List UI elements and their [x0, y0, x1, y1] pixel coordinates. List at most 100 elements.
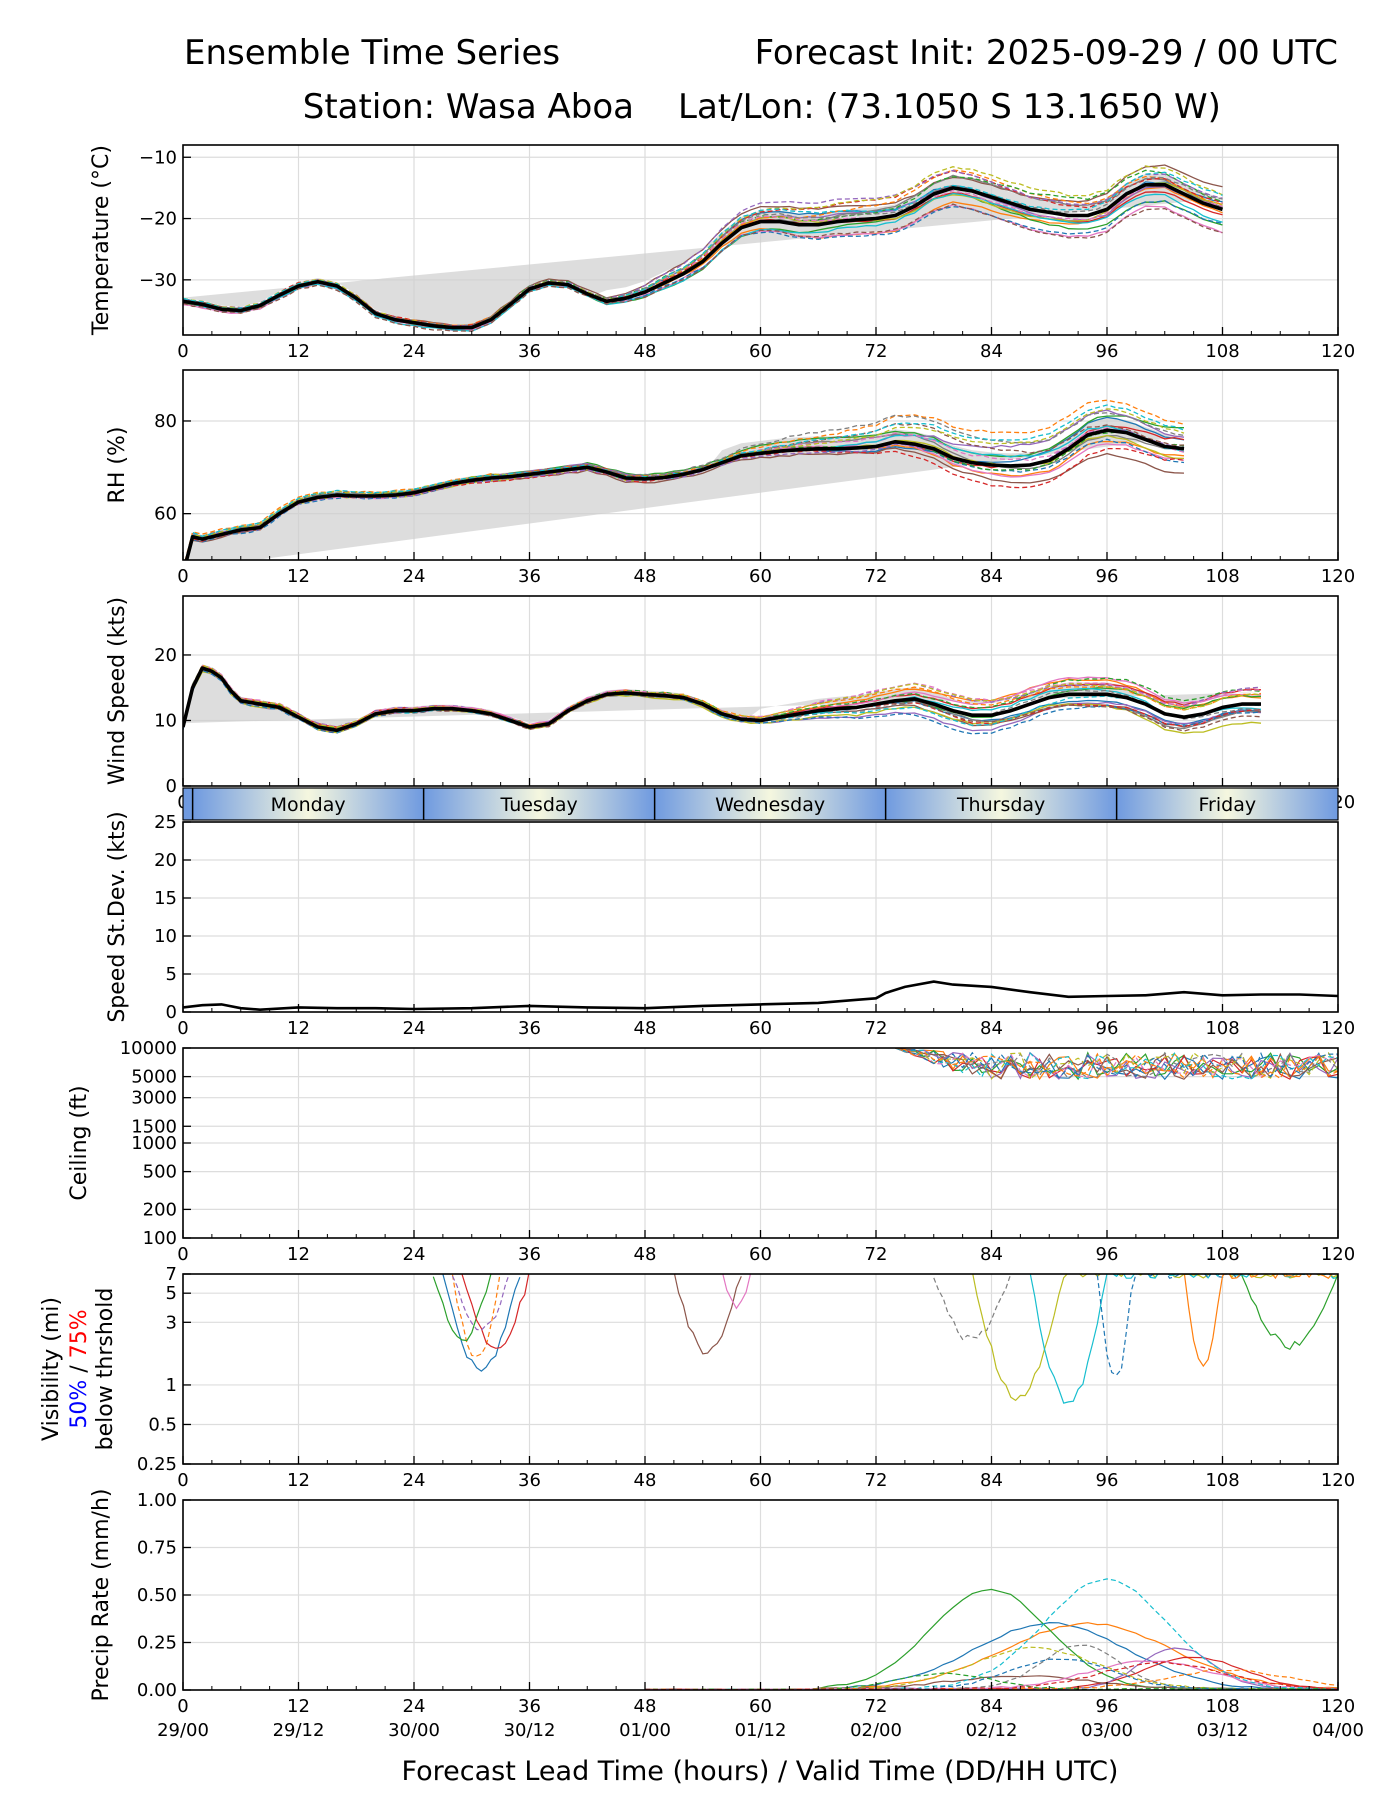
y-tick-label: 1.00: [137, 1490, 177, 1511]
x-tick-label: 84: [980, 1470, 1003, 1491]
panel-speed_stdev: 0 5 10 15 20 25 0 12 24 36 48 60 72 84 96 108 120 Speed S…: [105, 811, 1355, 1039]
ensemble-member-line: [183, 176, 1223, 328]
day-segment: [423, 788, 655, 820]
x-tick-label: 72: [865, 1018, 888, 1039]
x-tick-label: 72: [865, 1696, 888, 1717]
x-axis-label: Forecast Lead Time (hours) / Valid Time …: [402, 1756, 1119, 1787]
figure-title-left: Ensemble Time Series: [184, 33, 560, 73]
x-tick-label: 72: [865, 1470, 888, 1491]
x-tick-label: 72: [865, 1244, 888, 1265]
valid-time-label: 29/00: [157, 1720, 209, 1741]
y-tick-label: 0.00: [137, 1680, 177, 1701]
x-tick-label: 120: [1321, 566, 1355, 587]
x-tick-label: 96: [1096, 1470, 1119, 1491]
panel-precip_rate: 0.00 0.25 0.50 0.75 1.00 0 12 24 36 48 60 72 84 96 108…: [89, 1489, 1364, 1741]
y-tick-label: 7: [166, 1264, 177, 1285]
ensemble-mean-line: [183, 183, 1224, 330]
y-axis-label: Temperature (°C): [89, 145, 114, 336]
y-tick-label: 20: [154, 645, 177, 666]
visibility-member-line: [461, 1274, 530, 1349]
x-tick-label: 60: [749, 566, 772, 587]
y-tick-label: 10: [154, 926, 177, 947]
y-tick-label: −30: [139, 270, 177, 291]
ensemble-member-line: [185, 412, 1185, 560]
panel-visibility: 0.25 0.5 1 3 57 0 12 24 36 48 60 72 84 96 108 120 Visibi…: [39, 1264, 1355, 1491]
x-tick-label: 60: [749, 1470, 772, 1491]
y-tick-label: 5: [166, 1283, 177, 1304]
x-tick-label: 96: [1096, 1018, 1119, 1039]
x-tick-label: 60: [749, 1696, 772, 1717]
threshold-legend: 50% / 75%: [67, 1309, 92, 1428]
ensemble-member-line: [183, 169, 1223, 326]
y-axis-label: Ceiling (ft): [67, 1085, 92, 1200]
y-tick-label: 80: [154, 411, 177, 432]
threshold-legend-tail: below thrshold: [93, 1288, 118, 1451]
day-segment: [654, 788, 886, 820]
x-tick-label: 48: [634, 1696, 657, 1717]
x-tick-label: 96: [1096, 1244, 1119, 1265]
x-tick-label: 12: [287, 1696, 310, 1717]
x-tick-label: 108: [1205, 341, 1239, 362]
x-tick-label: 36: [518, 1696, 541, 1717]
x-tick-label: 48: [634, 341, 657, 362]
x-tick-label: 72: [865, 341, 888, 362]
day-label: Monday: [271, 794, 346, 816]
ceiling-member-line: [895, 1048, 1338, 1080]
day-band-frame: [182, 787, 1339, 821]
x-tick-label: 24: [403, 1244, 426, 1265]
x-tick-label: 48: [634, 1244, 657, 1265]
y-tick-label: 3: [166, 1312, 177, 1333]
y-axis-label: RH (%): [105, 427, 130, 504]
visibility-member-line: [1241, 1274, 1338, 1351]
y-tick-label: 25: [154, 812, 177, 833]
valid-time-label: 03/12: [1197, 1720, 1249, 1741]
day-segment: [192, 788, 424, 820]
x-tick-label: 108: [1205, 566, 1239, 587]
x-tick-label: 72: [865, 566, 888, 587]
valid-time-label: 03/00: [1081, 1720, 1133, 1741]
ceiling-member-line: [895, 1048, 1338, 1081]
y-tick-label: 60: [154, 504, 177, 525]
x-tick-label: 120: [1321, 341, 1355, 362]
x-tick-label: 84: [980, 1018, 1003, 1039]
visibility-member-line: [1096, 1274, 1243, 1376]
ceiling-member-line: [895, 1048, 1338, 1080]
valid-time-label: 29/12: [273, 1720, 325, 1741]
day-segment: [885, 788, 1117, 820]
figure-title-latlon: Lat/Lon: (73.1050 S 13.1650 W): [678, 87, 1221, 127]
x-tick-label: 84: [980, 1244, 1003, 1265]
y-tick-label: 5: [166, 964, 177, 985]
y-tick-label: 500: [143, 1162, 177, 1183]
y-tick-label: 0.5: [148, 1414, 177, 1435]
day-label: Thursday: [956, 794, 1045, 816]
y-tick-label: −10: [139, 147, 177, 168]
x-tick-label: 48: [634, 1018, 657, 1039]
y-tick-label: 200: [143, 1199, 177, 1220]
x-tick-label: 96: [1096, 1696, 1119, 1717]
valid-time-label: 01/12: [735, 1720, 787, 1741]
threshold-75-label: 75%: [67, 1309, 92, 1358]
x-tick-label: 48: [634, 566, 657, 587]
x-tick-label: 108: [1205, 1018, 1239, 1039]
x-tick-label: 48: [634, 1470, 657, 1491]
day-label: Wednesday: [715, 794, 825, 816]
x-tick-label: 0: [177, 1244, 188, 1265]
y-tick-label: −20: [139, 209, 177, 230]
threshold-sep: /: [67, 1358, 92, 1379]
valid-time-label: 02/12: [966, 1720, 1018, 1741]
valid-time-label: 04/00: [1312, 1720, 1364, 1741]
visibility-member-line: [451, 1274, 501, 1357]
stdev-line: [183, 980, 1338, 1012]
y-tick-label: 1: [166, 1375, 177, 1396]
x-tick-label: 0: [177, 1470, 188, 1491]
x-tick-label: 12: [287, 341, 310, 362]
x-tick-label: 24: [403, 1018, 426, 1039]
x-tick-label: 24: [403, 341, 426, 362]
y-tick-label: 0.50: [137, 1585, 177, 1606]
y-tick-label: 1000: [131, 1133, 177, 1154]
x-tick-label: 36: [518, 566, 541, 587]
valid-time-label: 01/00: [619, 1720, 671, 1741]
visibility-member-line: [722, 1274, 752, 1310]
